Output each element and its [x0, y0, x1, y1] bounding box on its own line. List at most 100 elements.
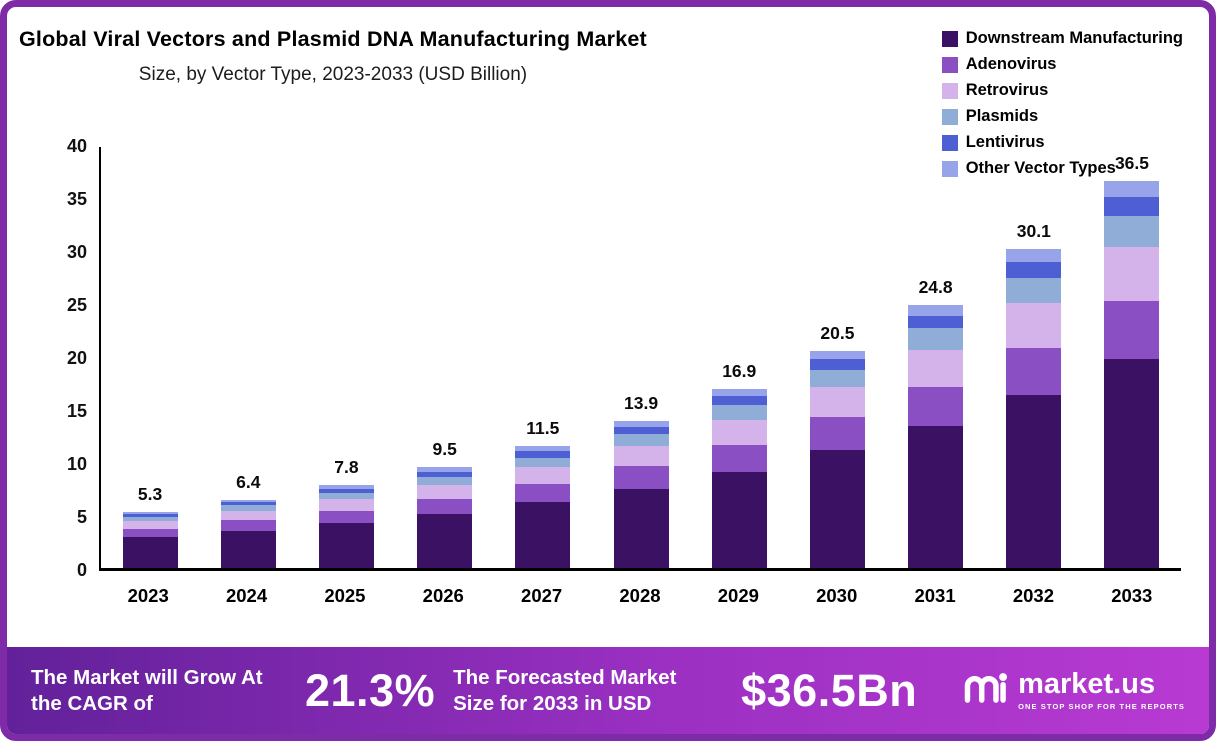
- legend-item-adenovirus: Adenovirus: [941, 55, 1183, 74]
- chart-header: Global Viral Vectors and Plasmid DNA Man…: [19, 27, 647, 86]
- x-tick-label: 2026: [422, 585, 464, 606]
- bar-segment-retrovirus: [122, 521, 178, 529]
- bar-segment-downstream-manufacturing: [1104, 359, 1160, 568]
- legend-swatch-icon: [941, 134, 958, 151]
- legend-label: Adenovirus: [965, 55, 1057, 73]
- brand-tagline: ONE STOP SHOP FOR THE REPORTS: [1018, 702, 1185, 711]
- x-axis-labels: 2023 2024 2025 2026 2027 2028 2029 2030 2031 2032…: [99, 585, 1181, 607]
- x-tick-label: 2024: [225, 585, 268, 606]
- bar-segment-lentivirus: [515, 451, 571, 458]
- x-tick-label: 2031: [914, 585, 956, 606]
- bars-row: 5.3 6.4 7.8 9.5 11.5 13.9 16.9 20.5 24.8 30.1 36.5: [101, 147, 1181, 568]
- bar-segment-downstream-manufacturing: [908, 425, 964, 568]
- bar-stack-2031: [908, 305, 964, 568]
- bar-stack-2026: [417, 467, 473, 568]
- y-tick-label: 10: [66, 454, 87, 474]
- bar-segment-retrovirus: [1006, 303, 1062, 348]
- brand-name: market.us: [1018, 668, 1156, 700]
- bar-segment-adenovirus: [318, 510, 374, 524]
- bar-segment-lentivirus: [318, 488, 374, 493]
- bar-segment-other-vector-types: [809, 350, 865, 360]
- brand-text: market.us ONE STOP SHOP FOR THE REPORTS: [1018, 668, 1185, 712]
- legend-swatch-icon: [941, 82, 958, 99]
- legend-item-other-vector-types: Other Vector Types: [941, 159, 1183, 178]
- bar-segment-other-vector-types: [908, 305, 964, 316]
- legend-swatch-icon: [941, 56, 958, 73]
- bar-total-label: 6.4: [236, 472, 261, 493]
- bar-total-label: 30.1: [1016, 220, 1051, 241]
- bar-stack-2023: [122, 511, 178, 568]
- bar-column-2027: 11.5: [494, 147, 592, 568]
- legend-swatch-icon: [941, 108, 958, 125]
- bar-total-label: 7.8: [334, 457, 359, 478]
- y-tick-label: 0: [76, 560, 87, 580]
- bar-total-label: 13.9: [624, 392, 659, 413]
- brand-block: market.us ONE STOP SHOP FOR THE REPORTS: [962, 669, 1185, 712]
- bar-segment-retrovirus: [417, 485, 473, 500]
- bar-segment-lentivirus: [220, 502, 276, 506]
- legend-item-lentivirus: Lentivirus: [941, 133, 1183, 152]
- chart-subtitle: Size, by Vector Type, 2023-2033 (USD Bil…: [138, 64, 528, 85]
- bar-column-2029: 16.9: [690, 147, 788, 568]
- bar-segment-plasmids: [417, 476, 473, 486]
- bar-segment-adenovirus: [1104, 300, 1160, 360]
- bar-segment-lentivirus: [613, 427, 669, 435]
- bar-segment-retrovirus: [809, 386, 865, 418]
- bar-segment-plasmids: [122, 517, 178, 522]
- bar-segment-other-vector-types: [711, 388, 767, 397]
- legend-item-downstream-manufacturing: Downstream Manufacturing: [941, 29, 1183, 48]
- bar-segment-downstream-manufacturing: [515, 502, 571, 568]
- bar-segment-retrovirus: [318, 499, 374, 511]
- legend-swatch-icon: [941, 160, 958, 177]
- bar-total-label: 9.5: [432, 439, 457, 460]
- bar-segment-downstream-manufacturing: [220, 530, 276, 568]
- bar-stack-2029: [711, 388, 767, 568]
- bar-segment-lentivirus: [417, 471, 473, 477]
- bar-segment-downstream-manufacturing: [1006, 395, 1062, 568]
- y-tick-label: 35: [66, 189, 87, 209]
- bar-segment-adenovirus: [613, 466, 669, 489]
- legend-item-retrovirus: Retrovirus: [941, 81, 1183, 100]
- bar-column-2026: 9.5: [396, 147, 494, 568]
- bar-segment-retrovirus: [1104, 246, 1160, 301]
- x-tick-label: 2028: [619, 585, 661, 606]
- bar-segment-plasmids: [318, 492, 374, 500]
- bar-segment-retrovirus: [711, 419, 767, 446]
- bar-segment-other-vector-types: [417, 467, 473, 472]
- bar-segment-lentivirus: [809, 359, 865, 370]
- bar-segment-adenovirus: [809, 417, 865, 451]
- bar-total-label: 24.8: [918, 277, 953, 298]
- bar-total-label: 16.9: [722, 360, 757, 381]
- bar-segment-plasmids: [613, 434, 669, 447]
- bar-segment-plasmids: [908, 328, 964, 350]
- y-tick-label: 5: [76, 507, 87, 527]
- bar-segment-plasmids: [809, 369, 865, 387]
- legend-label: Downstream Manufacturing: [965, 29, 1183, 47]
- bar-segment-retrovirus: [515, 467, 571, 485]
- marketus-logo-icon: [962, 669, 1008, 712]
- legend-item-plasmids: Plasmids: [941, 107, 1183, 126]
- bar-stack-2027: [515, 446, 571, 568]
- bar-segment-lentivirus: [908, 315, 964, 329]
- bar-column-2023: 5.3: [101, 147, 199, 568]
- bar-segment-retrovirus: [220, 510, 276, 521]
- chart-legend: Downstream Manufacturing Adenovirus Retrov…: [941, 29, 1183, 178]
- bar-segment-adenovirus: [220, 520, 276, 531]
- x-tick-label: 2029: [717, 585, 759, 606]
- bar-segment-other-vector-types: [122, 511, 178, 514]
- bar-segment-lentivirus: [1104, 197, 1160, 217]
- y-tick-label: 15: [66, 401, 87, 421]
- bar-segment-downstream-manufacturing: [809, 450, 865, 568]
- cagr-value: 21.3%: [305, 664, 436, 716]
- bar-stack-2025: [318, 485, 374, 568]
- y-tick-label: 20: [66, 348, 87, 368]
- x-tick-label: 2027: [521, 585, 563, 606]
- bar-segment-retrovirus: [613, 446, 669, 467]
- legend-label: Other Vector Types: [965, 159, 1116, 177]
- forecast-label: The Forecasted Market Size for 2033 in U…: [453, 665, 677, 715]
- bar-segment-other-vector-types: [613, 420, 669, 428]
- bar-stack-2030: [809, 350, 865, 568]
- y-tick-label: 40: [66, 136, 87, 156]
- forecast-value: $36.5Bn: [741, 664, 918, 716]
